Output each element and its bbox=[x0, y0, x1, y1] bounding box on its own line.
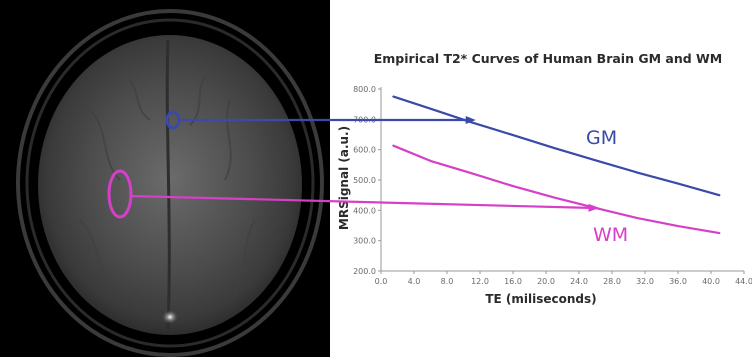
x-axis-label: TE (miliseconds) bbox=[485, 292, 596, 306]
x-tick-label: 4.0 bbox=[408, 277, 421, 286]
gm-series-label: GM bbox=[586, 127, 617, 149]
series-layer bbox=[392, 95, 721, 235]
wm-series-label: WM bbox=[593, 224, 628, 246]
y-axis-label: MRSignal (a.u.) bbox=[337, 126, 351, 230]
bright-spot bbox=[162, 310, 178, 324]
x-tick-label: 8.0 bbox=[441, 277, 454, 286]
mri-brain-image bbox=[0, 0, 330, 357]
x-tick-label: 20.0 bbox=[537, 277, 555, 286]
gm-arrow-head bbox=[465, 116, 476, 124]
y-tick-label: 300.0 bbox=[353, 237, 376, 246]
y-tick-label: 200.0 bbox=[353, 267, 376, 276]
wm-arrow-head bbox=[588, 203, 600, 212]
x-tick-label: 16.0 bbox=[504, 277, 522, 286]
wm-arrow-line bbox=[130, 194, 590, 210]
mri-brain-drawing bbox=[16, 9, 324, 357]
series-line-wm bbox=[392, 144, 721, 235]
brain-midline bbox=[165, 39, 171, 331]
x-tick-label: 28.0 bbox=[603, 277, 621, 286]
scalp-outline bbox=[16, 9, 324, 357]
x-tick-label: 12.0 bbox=[471, 277, 489, 286]
x-tick-label: 24.0 bbox=[570, 277, 588, 286]
y-tick-label: 600.0 bbox=[353, 146, 376, 155]
x-tick-label: 32.0 bbox=[636, 277, 654, 286]
gm-region-marker bbox=[165, 110, 181, 130]
wm-region-marker bbox=[107, 169, 133, 219]
region-layer bbox=[107, 110, 600, 219]
y-tick-label: 500.0 bbox=[353, 176, 376, 185]
brain-sulci bbox=[79, 74, 256, 296]
chart-title: Empirical T2* Curves of Human Brain GM a… bbox=[374, 51, 723, 66]
y-tick-label: 400.0 bbox=[353, 206, 376, 215]
x-axis: 0.0 4.0 8.0 12.0 16.0 20.0 24.0 28.0 32.0 36.0 40.… bbox=[375, 270, 752, 286]
skull-outline bbox=[25, 18, 315, 348]
x-tick-label: 44.0 bbox=[735, 277, 752, 286]
x-tick-label: 40.0 bbox=[702, 277, 720, 286]
y-tick-label: 800.0 bbox=[353, 85, 376, 94]
x-tick-label: 0.0 bbox=[375, 277, 388, 286]
series-line-gm bbox=[392, 95, 721, 197]
x-tick-label: 36.0 bbox=[669, 277, 687, 286]
